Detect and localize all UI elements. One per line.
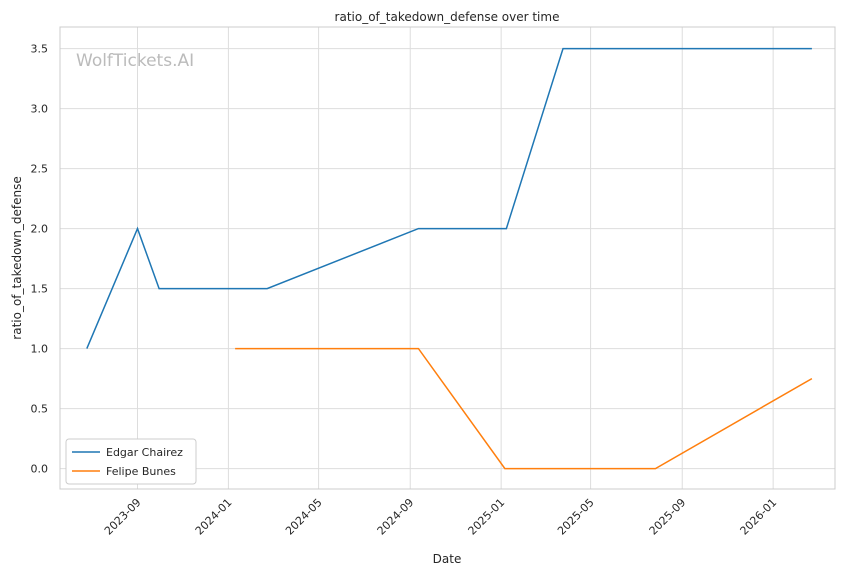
y-tick-label: 2.5 [31,163,49,176]
x-tick-label: 2024-09 [375,496,417,538]
x-tick-label: 2024-01 [193,496,235,538]
y-tick-label: 2.0 [31,223,49,236]
watermark: WolfTickets.AI [76,51,194,71]
chart-title: ratio_of_takedown_defense over time [335,10,560,24]
x-axis-label: Date [433,552,462,566]
x-tick-label: 2025-01 [466,496,508,538]
x-tick-label: 2025-09 [647,496,689,538]
y-tick-label: 0.5 [31,403,49,416]
x-tick-label: 2024-05 [283,496,325,538]
y-tick-label: 0.0 [31,463,49,476]
series-line-edgar-chairez [86,47,812,349]
y-axis-label: ratio_of_takedown_defense [10,176,24,339]
y-tick-label: 1.5 [31,283,49,296]
series-line-felipe-bunes [235,347,813,470]
y-tick-label: 3.5 [31,43,49,56]
y-tick-label: 3.0 [31,103,49,116]
legend: Edgar Chairez Felipe Bunes [65,438,197,485]
x-tick-label: 2025-05 [555,496,597,538]
x-tick-label: 2023-09 [102,496,144,538]
y-tick-label: 1.0 [31,343,49,356]
plot-frame [59,26,836,490]
legend-label: Felipe Bunes [106,465,176,478]
legend-label: Edgar Chairez [106,446,183,459]
x-tick-label: 2026-01 [738,496,780,538]
